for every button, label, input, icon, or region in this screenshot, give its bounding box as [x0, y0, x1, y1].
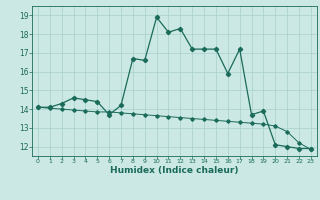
X-axis label: Humidex (Indice chaleur): Humidex (Indice chaleur) [110, 166, 239, 175]
